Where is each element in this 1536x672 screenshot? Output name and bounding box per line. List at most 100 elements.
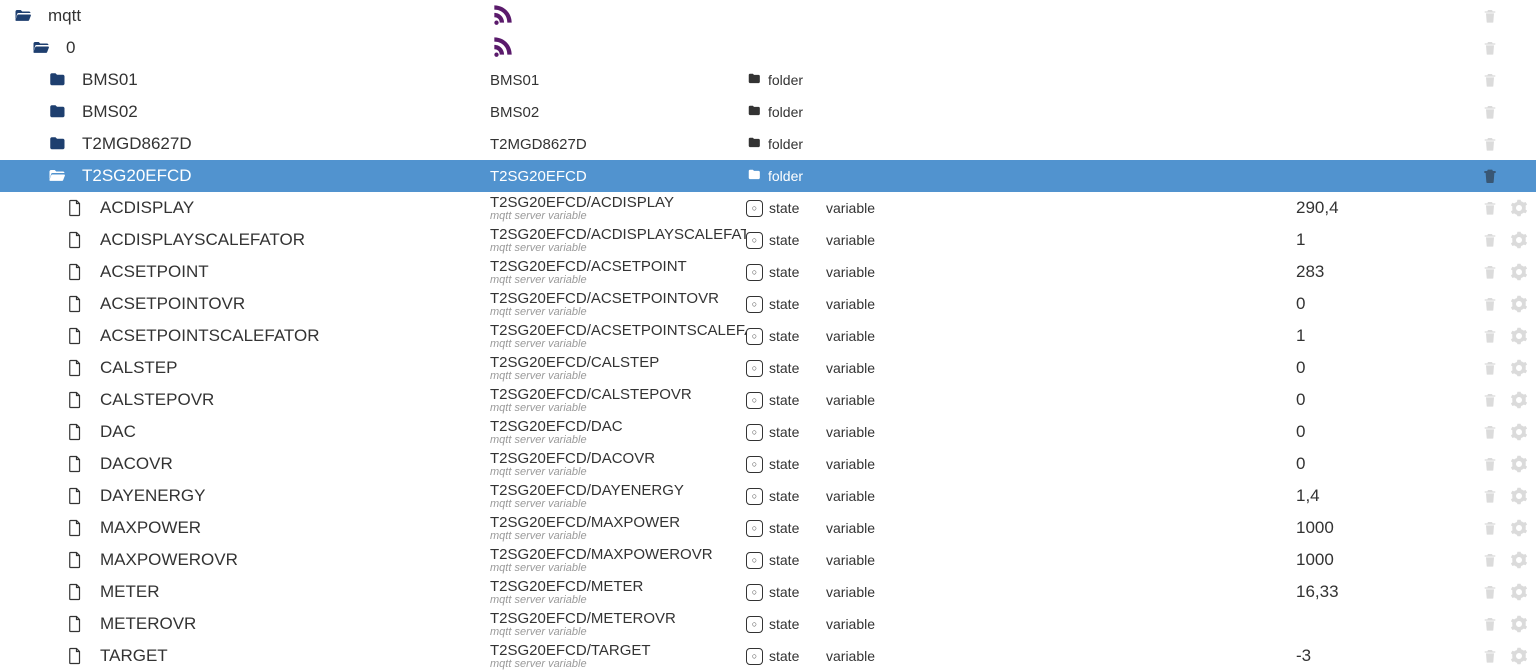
delete-icon[interactable] — [1482, 487, 1500, 505]
settings-icon[interactable] — [1510, 487, 1528, 505]
path-cell: BMS02 — [490, 96, 746, 128]
indent — [0, 336, 64, 337]
state-icon — [746, 456, 763, 473]
kind-label: variable — [826, 296, 1296, 312]
settings-icon[interactable] — [1510, 647, 1528, 665]
delete-icon[interactable] — [1482, 103, 1500, 121]
path-subtitle: mqtt server variable — [490, 466, 746, 478]
tree-variable[interactable]: ACSETPOINT T2SG20EFCD/ACSETPOINT mqtt se… — [0, 256, 1536, 288]
folder-open-icon — [30, 37, 52, 59]
delete-icon[interactable] — [1482, 263, 1500, 281]
delete-icon[interactable] — [1482, 455, 1500, 473]
tree-variable[interactable]: MAXPOWER T2SG20EFCD/MAXPOWER mqtt server… — [0, 512, 1536, 544]
settings-icon[interactable] — [1510, 615, 1528, 633]
tree-label: BMS01 — [82, 70, 138, 90]
tree-variable[interactable]: ACSETPOINTSCALEFATOR T2SG20EFCD/ACSETPOI… — [0, 320, 1536, 352]
tree-label: MAXPOWER — [100, 518, 201, 538]
settings-icon[interactable] — [1510, 423, 1528, 441]
indent — [0, 560, 64, 561]
badges: folder — [746, 72, 826, 88]
delete-icon[interactable] — [1482, 359, 1500, 377]
state-badge-label: state — [769, 264, 799, 280]
row-actions — [1482, 295, 1528, 313]
delete-icon[interactable] — [1482, 647, 1500, 665]
tree-variable[interactable]: ACDISPLAY T2SG20EFCD/ACDISPLAY mqtt serv… — [0, 192, 1536, 224]
row-actions — [1482, 231, 1528, 249]
tree-folder[interactable]: T2SG20EFCD T2SG20EFCD folder — [0, 160, 1536, 192]
delete-icon[interactable] — [1482, 391, 1500, 409]
settings-icon[interactable] — [1510, 327, 1528, 345]
tree-variable[interactable]: DACOVR T2SG20EFCD/DACOVR mqtt server var… — [0, 448, 1536, 480]
delete-icon[interactable] — [1482, 135, 1500, 153]
tree-cell: mqtt — [0, 0, 490, 32]
delete-icon[interactable] — [1482, 295, 1500, 313]
file-icon — [64, 549, 86, 571]
tree-label: ACDISPLAYSCALEFATOR — [100, 230, 305, 250]
path-cell: T2SG20EFCD — [490, 160, 746, 192]
settings-icon[interactable] — [1510, 359, 1528, 377]
tree-variable[interactable]: MAXPOWEROVR T2SG20EFCD/MAXPOWEROVR mqtt … — [0, 544, 1536, 576]
kind-label: variable — [826, 264, 1296, 280]
kind-label: variable — [826, 584, 1296, 600]
delete-icon[interactable] — [1482, 519, 1500, 537]
row-actions — [1482, 135, 1528, 153]
path-label: BMS01 — [490, 72, 746, 89]
delete-icon[interactable] — [1482, 327, 1500, 345]
path-cell: BMS01 — [490, 64, 746, 96]
delete-icon[interactable] — [1482, 71, 1500, 89]
path-cell: T2SG20EFCD/DAYENERGY mqtt server variabl… — [490, 480, 746, 512]
settings-icon[interactable] — [1510, 551, 1528, 569]
mqtt-status — [490, 33, 746, 63]
tree-variable[interactable]: DAYENERGY T2SG20EFCD/DAYENERGY mqtt serv… — [0, 480, 1536, 512]
indent — [0, 368, 64, 369]
tree-variable[interactable]: DAC T2SG20EFCD/DAC mqtt server variable … — [0, 416, 1536, 448]
state-badge-label: state — [769, 648, 799, 664]
path-cell: T2SG20EFCD/DACOVR mqtt server variable — [490, 448, 746, 480]
tree-cell: CALSTEP — [0, 352, 490, 384]
tree-folder[interactable]: T2MGD8627D T2MGD8627D folder — [0, 128, 1536, 160]
tree-node-0[interactable]: 0 — [0, 32, 1536, 64]
delete-icon[interactable] — [1482, 7, 1500, 25]
tree-folder[interactable]: BMS01 BMS01 folder — [0, 64, 1536, 96]
settings-icon[interactable] — [1510, 231, 1528, 249]
tree-variable[interactable]: METEROVR T2SG20EFCD/METEROVR mqtt server… — [0, 608, 1536, 640]
delete-icon[interactable] — [1482, 615, 1500, 633]
settings-icon[interactable] — [1510, 295, 1528, 313]
tree-variable[interactable]: METER T2SG20EFCD/METER mqtt server varia… — [0, 576, 1536, 608]
tree-variable[interactable]: ACDISPLAYSCALEFATOR T2SG20EFCD/ACDISPLAY… — [0, 224, 1536, 256]
tree-variable[interactable]: TARGET T2SG20EFCD/TARGET mqtt server var… — [0, 640, 1536, 672]
row-actions — [1482, 551, 1528, 569]
settings-icon[interactable] — [1510, 583, 1528, 601]
folder-badge-label: folder — [768, 136, 803, 152]
tree-folder[interactable]: BMS02 BMS02 folder — [0, 96, 1536, 128]
file-icon — [64, 453, 86, 475]
kind-label: variable — [826, 552, 1296, 568]
delete-icon[interactable] — [1482, 551, 1500, 569]
settings-icon[interactable] — [1510, 263, 1528, 281]
delete-icon[interactable] — [1482, 583, 1500, 601]
kind-label: variable — [826, 232, 1296, 248]
delete-icon[interactable] — [1482, 199, 1500, 217]
state-badge-label: state — [769, 616, 799, 632]
tree-label: ACSETPOINTSCALEFATOR — [100, 326, 319, 346]
path-label: T2SG20EFCD — [490, 168, 746, 185]
path-label: T2SG20EFCD/METEROVR — [490, 610, 746, 627]
path-label: T2SG20EFCD/MAXPOWER — [490, 514, 746, 531]
tree-variable[interactable]: CALSTEPOVR T2SG20EFCD/CALSTEPOVR mqtt se… — [0, 384, 1536, 416]
path-label: BMS02 — [490, 104, 746, 121]
tree-variable[interactable]: ACSETPOINTOVR T2SG20EFCD/ACSETPOINTOVR m… — [0, 288, 1536, 320]
delete-icon[interactable] — [1482, 231, 1500, 249]
file-icon — [64, 261, 86, 283]
tree-root-mqtt[interactable]: mqtt — [0, 0, 1536, 32]
settings-icon[interactable] — [1510, 199, 1528, 217]
path-subtitle: mqtt server variable — [490, 658, 746, 670]
settings-icon[interactable] — [1510, 391, 1528, 409]
path-cell: T2SG20EFCD/METEROVR mqtt server variable — [490, 608, 746, 640]
tree-variable[interactable]: CALSTEP T2SG20EFCD/CALSTEP mqtt server v… — [0, 352, 1536, 384]
delete-icon[interactable] — [1482, 423, 1500, 441]
delete-icon[interactable] — [1482, 39, 1500, 57]
delete-icon[interactable] — [1482, 167, 1500, 185]
path-label: T2SG20EFCD/MAXPOWEROVR — [490, 546, 746, 563]
settings-icon[interactable] — [1510, 455, 1528, 473]
settings-icon[interactable] — [1510, 519, 1528, 537]
